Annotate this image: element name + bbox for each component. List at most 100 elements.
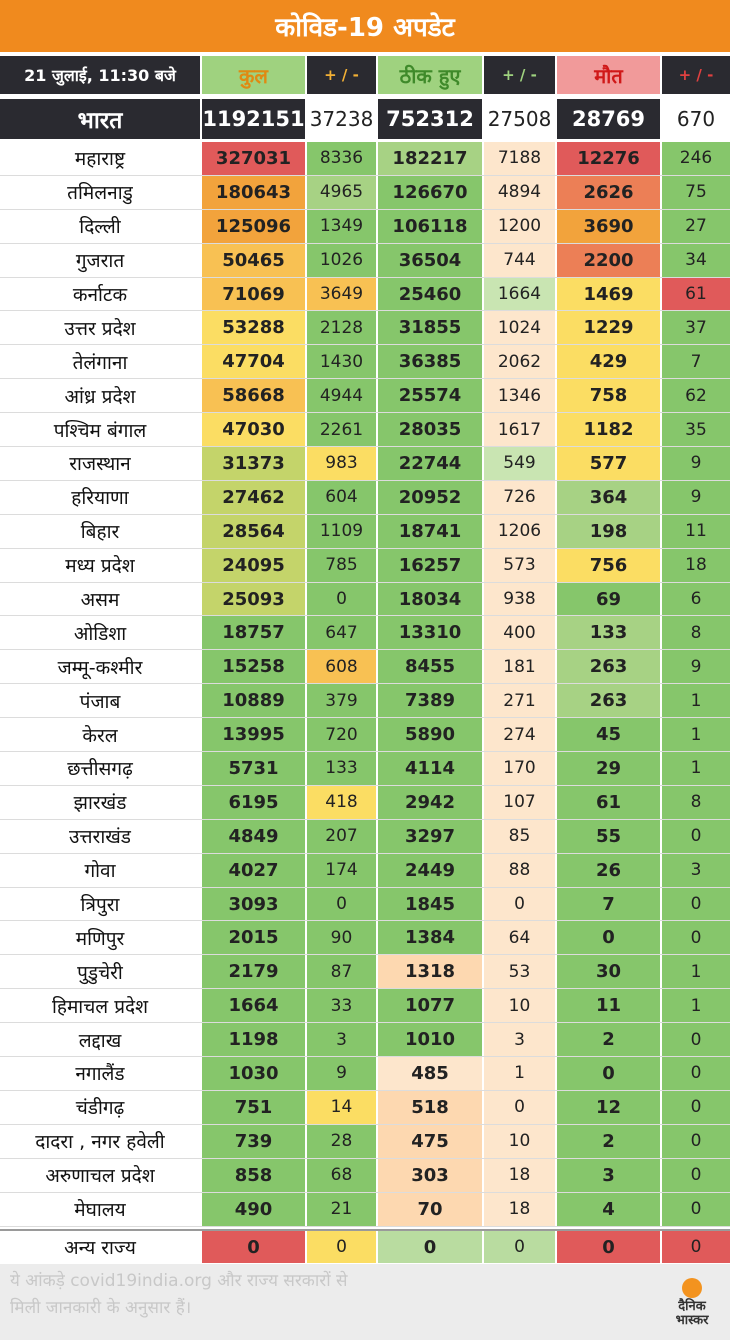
state-total: 4849 <box>202 819 305 853</box>
table-row: पश्चिम बंगाल 47030 2261 28035 1617 1182 35 <box>0 413 730 448</box>
state-recovered-change: 64 <box>484 921 555 955</box>
state-recovered-change: 0 <box>484 887 555 921</box>
state-recovered-change: 274 <box>484 718 555 752</box>
table-row: राजस्थान 31373 983 22744 549 577 9 <box>0 447 730 481</box>
state-deaths-change: 0 <box>662 819 730 853</box>
state-deaths-change: 0 <box>662 887 730 921</box>
table-row: उत्तर प्रदेश 53288 2128 31855 1024 1229 37 <box>0 311 730 346</box>
table-row: बिहार 28564 1109 18741 1206 198 11 <box>0 514 730 549</box>
state-total: 31373 <box>202 447 305 480</box>
state-total: 125096 <box>202 209 305 243</box>
table-row: उत्तराखंड 4849 207 3297 85 55 0 <box>0 819 730 854</box>
table-header: 21 जुलाई, 11:30 बजे कुल + / - ठीक हुए + … <box>0 56 730 94</box>
total-change-header: + / - <box>307 56 376 94</box>
state-name: गुजरात <box>0 243 200 277</box>
state-name: पंजाब <box>0 684 200 718</box>
state-deaths-change: 75 <box>662 175 730 209</box>
state-total-change: 3649 <box>307 277 376 311</box>
state-name: त्रिपुरा <box>0 887 200 921</box>
state-recovered: 16257 <box>378 548 482 582</box>
table-row: असम 25093 0 18034 938 69 6 <box>0 582 730 617</box>
state-total: 47704 <box>202 345 305 379</box>
states-table: महाराष्ट्र 327031 8336 182217 7188 12276 246 तम… <box>0 142 730 1227</box>
state-recovered-change: 938 <box>484 582 555 616</box>
table-row: कर्नाटक 71069 3649 25460 1664 1469 61 <box>0 277 730 312</box>
dainik-bhaskar-logo: दैनिक भास्कर <box>662 1278 722 1334</box>
state-deaths: 133 <box>557 616 660 650</box>
india-recovered: 752312 <box>378 99 482 139</box>
table-row: नगालैंड 1030 9 485 1 0 0 <box>0 1057 730 1091</box>
state-total: 53288 <box>202 311 305 345</box>
state-deaths-change: 0 <box>662 1090 730 1124</box>
state-recovered: 126670 <box>378 175 482 209</box>
state-deaths: 2 <box>557 1023 660 1057</box>
state-total: 2179 <box>202 955 305 989</box>
state-deaths: 3 <box>557 1158 660 1192</box>
state-name: चंडीगढ़ <box>0 1090 200 1124</box>
state-deaths: 69 <box>557 582 660 616</box>
state-deaths: 1182 <box>557 413 660 447</box>
state-name: दिल्ली <box>0 209 200 243</box>
state-deaths-change: 0 <box>662 1023 730 1057</box>
state-deaths: 756 <box>557 548 660 582</box>
state-recovered: 106118 <box>378 209 482 243</box>
state-deaths-change: 0 <box>662 921 730 955</box>
table-row: हरियाणा 27462 604 20952 726 364 9 <box>0 480 730 515</box>
state-recovered: 4114 <box>378 752 482 785</box>
state-recovered: 518 <box>378 1090 482 1124</box>
state-recovered-change: 88 <box>484 853 555 887</box>
state-deaths-change: 37 <box>662 311 730 345</box>
deaths-header: मौत <box>557 56 660 94</box>
state-recovered-change: 1346 <box>484 379 555 413</box>
date-header: 21 जुलाई, 11:30 बजे <box>0 56 200 94</box>
state-recovered: 28035 <box>378 413 482 447</box>
state-total-change: 90 <box>307 921 376 955</box>
state-recovered-change: 1617 <box>484 413 555 447</box>
title-banner: कोविड-19 अपडेट <box>0 0 730 52</box>
state-total-change: 0 <box>307 887 376 921</box>
state-deaths: 577 <box>557 447 660 480</box>
state-total-change: 4944 <box>307 379 376 413</box>
state-deaths: 12 <box>557 1090 660 1124</box>
state-total-change: 785 <box>307 548 376 582</box>
state-total-change: 87 <box>307 955 376 989</box>
state-name: आंध्र प्रदेश <box>0 379 200 413</box>
state-recovered-change: 7188 <box>484 142 555 175</box>
state-total: 180643 <box>202 175 305 209</box>
state-deaths-change: 246 <box>662 142 730 175</box>
state-deaths: 263 <box>557 650 660 684</box>
table-row: जम्मू-कश्मीर 15258 608 8455 181 263 9 <box>0 650 730 685</box>
state-total: 6195 <box>202 785 305 819</box>
state-deaths: 364 <box>557 480 660 514</box>
state-recovered-change: 1200 <box>484 209 555 243</box>
state-total-change: 33 <box>307 989 376 1023</box>
state-deaths-change: 8 <box>662 616 730 650</box>
state-name: केरल <box>0 718 200 752</box>
state-total-change: 608 <box>307 650 376 684</box>
state-total-change: 379 <box>307 684 376 718</box>
state-name: गोवा <box>0 853 200 887</box>
table-row: तेलंगाना 47704 1430 36385 2062 429 7 <box>0 345 730 380</box>
state-deaths-change: 1 <box>662 684 730 718</box>
state-deaths: 1469 <box>557 277 660 311</box>
state-total-change: 1430 <box>307 345 376 379</box>
state-recovered-change: 1206 <box>484 514 555 548</box>
state-name: हरियाणा <box>0 480 200 514</box>
state-name: उत्तर प्रदेश <box>0 311 200 345</box>
state-total-change: 647 <box>307 616 376 650</box>
state-deaths-change: 6 <box>662 582 730 616</box>
state-total: 24095 <box>202 548 305 582</box>
state-total-change: 3 <box>307 1023 376 1057</box>
state-recovered-change: 573 <box>484 548 555 582</box>
state-name: असम <box>0 582 200 616</box>
state-deaths: 198 <box>557 514 660 548</box>
state-recovered-change: 1 <box>484 1057 555 1090</box>
state-deaths: 0 <box>557 921 660 955</box>
state-deaths-change: 0 <box>662 1057 730 1090</box>
state-recovered: 1384 <box>378 921 482 955</box>
state-name: तेलंगाना <box>0 345 200 379</box>
other-states-row: अन्य राज्य 0 0 0 0 0 0 <box>0 1229 730 1263</box>
state-recovered: 1077 <box>378 989 482 1023</box>
page-title: कोविड-19 अपडेट <box>275 13 455 43</box>
state-deaths-change: 0 <box>662 1158 730 1192</box>
